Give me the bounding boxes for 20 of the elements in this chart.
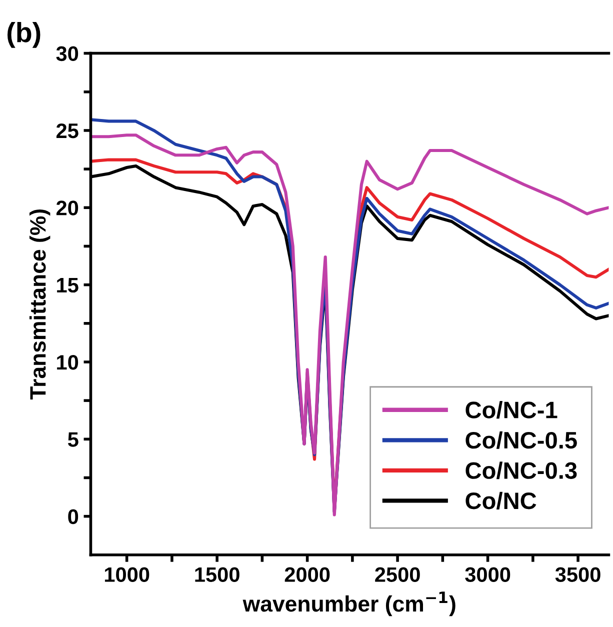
chart-title: (b) <box>8 22 40 48</box>
y-tick-label: 5 <box>68 432 78 447</box>
legend-label: Co/NC-0.3 <box>466 462 577 480</box>
y-axis-title: Transmittance (%) <box>29 209 50 400</box>
x-tick-label: 2500 <box>375 567 420 582</box>
x-tick-label: 1000 <box>104 567 150 582</box>
y-tick-label: 30 <box>56 46 78 62</box>
x-tick-label: 3000 <box>465 567 510 582</box>
legend-label: Co/NC-1 <box>466 401 558 419</box>
y-tick-label: 15 <box>57 278 78 293</box>
x-tick-label: 2000 <box>284 567 330 582</box>
y-tick-label: 10 <box>57 354 78 370</box>
legend-label: Co/NC <box>466 492 536 510</box>
y-tick-label: 0 <box>68 509 78 524</box>
y-tick-label: 20 <box>56 200 78 216</box>
x-tick-label: 3500 <box>555 567 600 582</box>
y-tick-label: 25 <box>56 123 78 138</box>
legend-label: Co/NC-0.5 <box>466 431 577 449</box>
x-axis-title: wavenumber (cm$^{−1}$) <box>242 592 456 616</box>
x-tick-label: 1500 <box>195 567 240 582</box>
